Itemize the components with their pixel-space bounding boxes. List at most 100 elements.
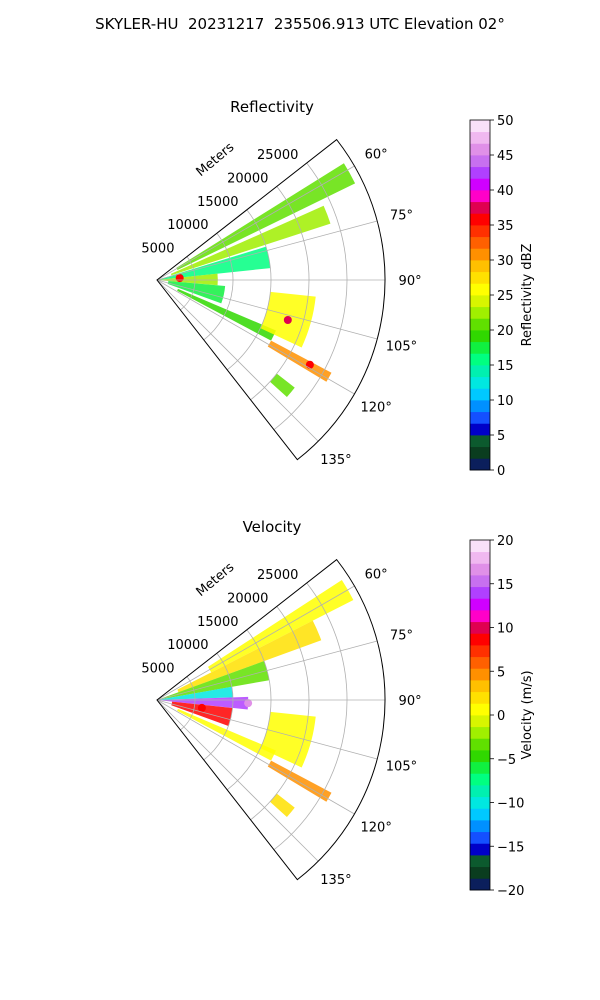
colorbar-step (470, 656, 490, 669)
azimuth-tick-label: 60° (365, 567, 388, 582)
colorbar-step (470, 400, 490, 413)
colorbar: 0 5 10 15 20 25 30 35 40 45 50 Reflectivity dBZ (469, 114, 535, 479)
colorbar-step (470, 633, 490, 646)
colorbar-tick-label: 35 (497, 219, 514, 234)
colorbar-step (470, 575, 490, 588)
colorbar-step (470, 563, 490, 576)
colorbar-step (470, 703, 490, 716)
azimuth-gridline (156, 699, 319, 862)
radial-gridline (203, 652, 234, 761)
colorbar-step (470, 645, 490, 658)
colorbar-label: Reflectivity dBZ (520, 244, 535, 347)
radial-gridline (250, 186, 310, 401)
colorbar-step (470, 131, 490, 144)
colorbar-tick-label: −10 (497, 797, 524, 812)
sector-outline (156, 138, 386, 461)
azimuth-gridline (156, 279, 355, 395)
colorbar-step (470, 691, 490, 704)
azimuth-gridline (156, 699, 378, 760)
colorbar-step (470, 318, 490, 331)
colorbar-step (470, 598, 490, 611)
echo-peak-cell (305, 360, 314, 369)
echo-region (157, 273, 218, 286)
colorbar-step (470, 411, 490, 424)
colorbar-step (470, 248, 490, 261)
sector-outline (156, 558, 386, 881)
colorbar-step (470, 190, 490, 203)
azimuth-tick-label: 135° (320, 453, 351, 468)
radial-tick-label: 10000 (167, 218, 208, 233)
radial-gridline (273, 162, 348, 431)
colorbar-step (470, 750, 490, 763)
colorbar-tick-label: 15 (497, 578, 514, 593)
colorbar-step (470, 726, 490, 739)
azimuth-gridline (156, 279, 378, 340)
echo-region (177, 620, 322, 693)
radial-gridline (203, 232, 234, 341)
colorbar-tick-label: 25 (497, 289, 514, 304)
colorbar-tick-label: 20 (497, 324, 514, 339)
azimuth-gridline (156, 279, 319, 442)
colorbar-step (470, 341, 490, 354)
azimuth-tick-label: 90° (399, 694, 422, 709)
colorbar-step (470, 866, 490, 879)
panel-title: Velocity (243, 518, 302, 536)
colorbar-step (470, 855, 490, 868)
colorbar-tick-label: 40 (497, 184, 514, 199)
colorbar-step (470, 540, 490, 553)
colorbar-step (470, 353, 490, 366)
colorbar-tick-label: 20 (497, 534, 514, 549)
radial-tick-label: 10000 (167, 638, 208, 653)
azimuth-tick-label: 75° (390, 628, 413, 643)
azimuth-tick-label: 90° (399, 274, 422, 289)
echo-peak-cell (175, 274, 184, 283)
colorbar-step (470, 715, 490, 728)
colorbar-step (470, 295, 490, 308)
radial-gridline (226, 209, 272, 371)
colorbar-step (470, 820, 490, 833)
colorbar-step (470, 610, 490, 623)
radial-tick-label: 20000 (227, 591, 268, 606)
radial-gridline (180, 676, 196, 731)
radial-tick-label: 25000 (257, 568, 298, 583)
azimuth-tick-label: 120° (361, 821, 392, 836)
radial-tick-label: 5000 (141, 662, 174, 677)
echo-region (177, 708, 276, 761)
colorbar-step (470, 225, 490, 238)
radial-gridline (226, 629, 272, 791)
azimuth-gridline (156, 699, 355, 815)
echo-region (157, 661, 270, 700)
radial-tick-label: 15000 (197, 615, 238, 630)
radial-gridline (250, 606, 310, 821)
echo-region (269, 373, 295, 397)
colorbar-step (470, 423, 490, 436)
colorbar-step (470, 201, 490, 214)
colorbar-step (470, 680, 490, 693)
colorbar-step (470, 843, 490, 856)
colorbar-step (470, 283, 490, 296)
echo-region (260, 711, 316, 768)
azimuth-gridline (156, 165, 355, 281)
azimuth-gridline (156, 640, 378, 701)
colorbar-step (470, 178, 490, 191)
azimuth-gridline (156, 585, 355, 701)
colorbar-label: Velocity (m/s) (520, 670, 535, 759)
polar-grid (156, 582, 385, 862)
colorbar-tick-label: 50 (497, 114, 514, 129)
colorbar-step (470, 621, 490, 634)
radial-gridline (273, 582, 348, 851)
colorbar-step (470, 120, 490, 133)
echo-layer (157, 579, 354, 817)
colorbar-step (470, 376, 490, 389)
azimuth-tick-label: 120° (361, 401, 392, 416)
colorbar-tick-label: 15 (497, 359, 514, 374)
colorbar-step (470, 166, 490, 179)
colorbar-step (470, 446, 490, 459)
colorbar-step (470, 365, 490, 378)
colorbar-tick-label: 10 (497, 622, 514, 637)
colorbar-step (470, 551, 490, 564)
radial-gridline (180, 256, 196, 311)
radial-tick-label: 15000 (197, 195, 238, 210)
colorbar-step (470, 668, 490, 681)
